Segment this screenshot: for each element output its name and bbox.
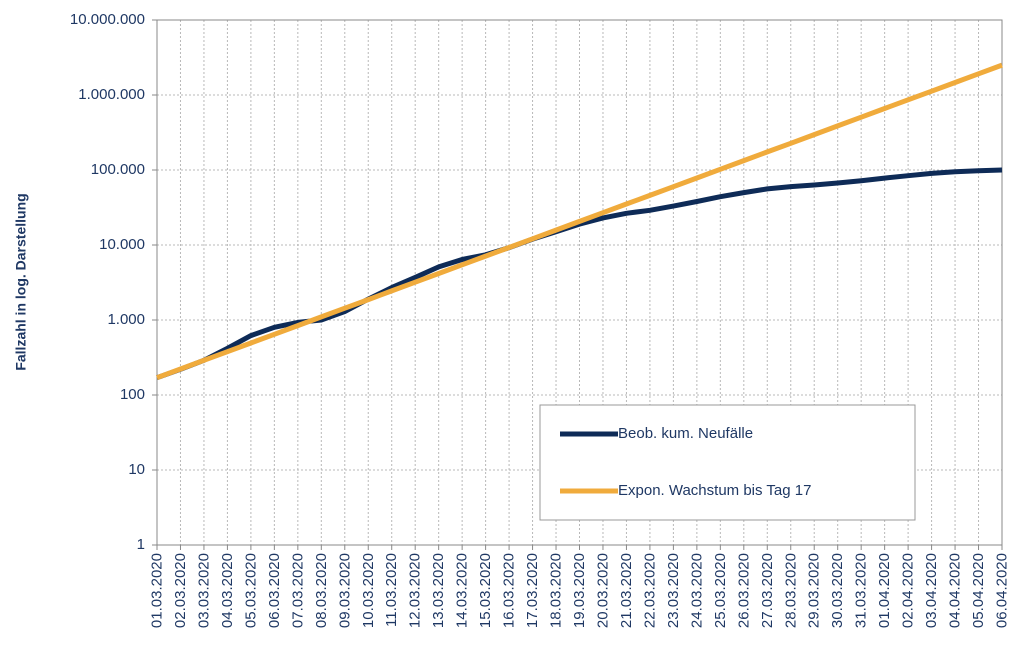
x-tick-label: 17.03.2020	[524, 553, 541, 628]
y-tick-label: 100	[120, 386, 145, 403]
x-tick-label: 15.03.2020	[477, 553, 494, 628]
x-tick-label: 30.03.2020	[829, 553, 846, 628]
x-tick-label: 06.03.2020	[266, 553, 283, 628]
y-tick-label: 10	[128, 461, 145, 478]
x-tick-label: 25.03.2020	[712, 553, 729, 628]
x-tick-label: 18.03.2020	[548, 553, 565, 628]
x-tick-label: 04.03.2020	[219, 553, 236, 628]
series-line	[156, 62, 1003, 381]
x-tick-label: 20.03.2020	[594, 553, 611, 628]
x-tick-label: 16.03.2020	[501, 553, 518, 628]
x-tick-label: 23.03.2020	[665, 553, 682, 628]
x-tick-label: 19.03.2020	[571, 553, 588, 628]
x-tick-label: 05.04.2020	[970, 553, 987, 628]
x-tick-label: 08.03.2020	[313, 553, 330, 628]
x-tick-label: 06.04.2020	[994, 553, 1011, 628]
x-tick-label: 07.03.2020	[289, 553, 306, 628]
x-tick-label: 29.03.2020	[806, 553, 823, 628]
x-tick-label: 02.04.2020	[900, 553, 917, 628]
y-tick-label: 1.000	[107, 311, 145, 328]
x-tick-label: 12.03.2020	[407, 553, 424, 628]
legend-label: Expon. Wachstum bis Tag 17	[618, 482, 811, 499]
legend-box	[539, 404, 916, 521]
x-tick-label: 14.03.2020	[454, 553, 471, 628]
x-tick-label: 01.04.2020	[876, 553, 893, 628]
x-tick-label: 31.03.2020	[853, 553, 870, 628]
x-tick-label: 11.03.2020	[383, 553, 400, 627]
x-tick-label: 03.04.2020	[923, 553, 940, 628]
y-tick-label: 1	[137, 536, 145, 553]
x-tick-label: 24.03.2020	[688, 553, 705, 628]
x-tick-label: 05.03.2020	[242, 553, 259, 628]
x-tick-label: 21.03.2020	[618, 553, 635, 628]
plot-frame	[156, 19, 1003, 546]
legend-label: Beob. kum. Neufälle	[618, 425, 753, 442]
x-tick-label: 04.04.2020	[947, 553, 964, 628]
x-tick-label: 27.03.2020	[759, 553, 776, 628]
y-axis-label: Fallzahl in log. Darstellung	[13, 193, 29, 370]
y-tick-label: 100.000	[91, 161, 145, 178]
x-tick-label: 01.03.2020	[149, 553, 166, 628]
x-tick-label: 22.03.2020	[641, 553, 658, 628]
x-tick-label: 02.03.2020	[172, 553, 189, 628]
x-tick-label: 28.03.2020	[782, 553, 799, 628]
x-tick-label: 09.03.2020	[336, 553, 353, 628]
x-tick-label: 13.03.2020	[430, 553, 447, 628]
x-tick-label: 26.03.2020	[735, 553, 752, 628]
series-line	[156, 167, 1003, 381]
y-tick-label: 1.000.000	[78, 86, 145, 103]
x-tick-label: 10.03.2020	[360, 553, 377, 628]
y-tick-label: 10.000	[99, 236, 145, 253]
y-tick-label: 10.000.000	[70, 11, 145, 28]
x-tick-label: 03.03.2020	[195, 553, 212, 628]
